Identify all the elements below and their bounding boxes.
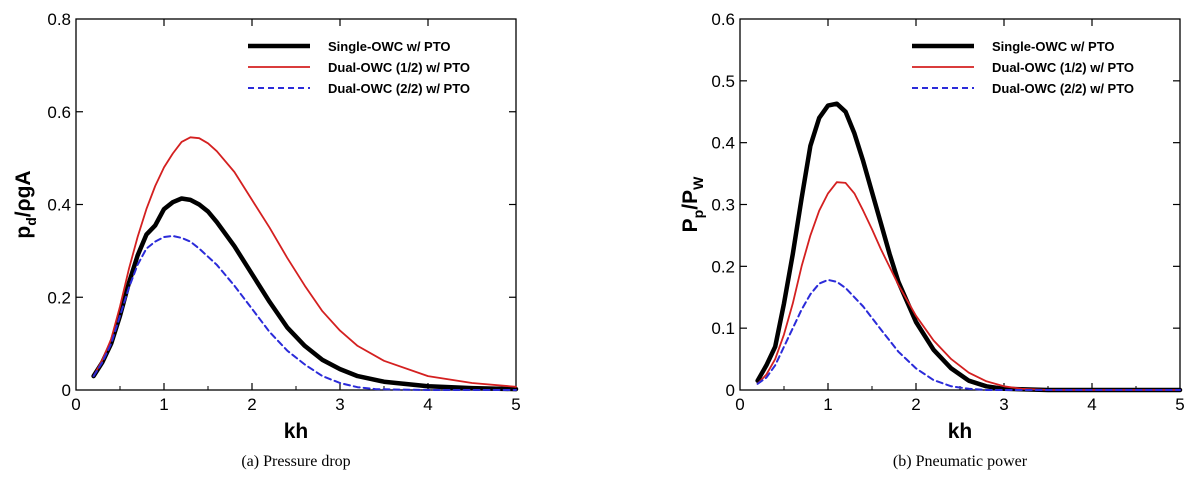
x-tick-label: 3	[999, 395, 1008, 414]
series-line-2	[92, 235, 517, 391]
x-tick-label: 0	[71, 395, 80, 414]
y-axis-label-rest: /P	[679, 190, 702, 210]
legend-label: Dual-OWC (2/2) w/ PTO	[328, 81, 470, 96]
y-tick-label: 0.2	[47, 288, 71, 307]
y-axis-label: pd/ρgA	[12, 170, 39, 238]
x-tick-label: 4	[1087, 395, 1096, 414]
y-tick-label: 0.2	[711, 257, 735, 276]
legend-label: Dual-OWC (1/2) w/ PTO	[328, 60, 470, 75]
series-line-2	[756, 278, 1181, 391]
y-axis-label: Pp/PW	[679, 176, 706, 232]
y-axis-label-sub2: W	[690, 176, 706, 190]
y-tick-label: 0.6	[47, 103, 71, 122]
y-axis-label-main: P	[679, 218, 702, 232]
x-tick-label: 1	[159, 395, 168, 414]
y-tick-label: 0	[726, 381, 735, 400]
figure-caption: (b) Pneumatic power	[893, 453, 1028, 470]
y-tick-label: 0.8	[47, 10, 71, 29]
series-line-0	[755, 101, 1183, 393]
x-tick-label: 1	[823, 395, 832, 414]
x-tick-label: 3	[335, 395, 344, 414]
x-tick-label: 4	[423, 395, 432, 414]
legend-label: Dual-OWC (2/2) w/ PTO	[992, 81, 1134, 96]
x-tick-label: 0	[735, 395, 744, 414]
y-tick-label: 0	[62, 381, 71, 400]
y-tick-label: 0.6	[711, 10, 735, 29]
chart-panel-pressure-drop: 0 1 2 3 4 5 0 0.2 0.4 0.6 0.8 Single-OWC w/ PTO Dual…	[12, 10, 521, 470]
y-tick-label: 0.5	[711, 72, 735, 91]
y-axis-label-rest: /ρgA	[12, 170, 35, 217]
x-tick-label: 5	[1175, 395, 1184, 414]
y-tick-label: 0.1	[711, 319, 735, 338]
y-tick-label: 0.4	[47, 196, 71, 215]
series-line-1	[756, 181, 1181, 391]
legend-label: Single-OWC w/ PTO	[328, 39, 451, 54]
x-tick-label: 2	[247, 395, 256, 414]
series-line-1	[92, 136, 517, 388]
x-tick-label: 2	[911, 395, 920, 414]
y-tick-label: 0.4	[711, 134, 735, 153]
y-axis-label-main: p	[12, 226, 35, 239]
x-tick-label: 5	[511, 395, 520, 414]
legend-label: Single-OWC w/ PTO	[992, 39, 1115, 54]
x-axis-label: kh	[284, 420, 309, 443]
figure-caption: (a) Pressure drop	[241, 453, 350, 470]
y-axis-label-sub: p	[690, 210, 706, 219]
legend-label: Dual-OWC (1/2) w/ PTO	[992, 60, 1134, 75]
x-axis-label: kh	[948, 420, 973, 443]
y-tick-label: 0.3	[711, 196, 735, 215]
y-axis-label-sub: d	[23, 217, 39, 226]
series-line-0	[91, 196, 519, 392]
chart-panel-pneumatic-power: 0 1 2 3 4 5 0 0.1 0.2 0.3 0.4 0.5 0.6 Single-OWC w/ P…	[679, 10, 1185, 470]
